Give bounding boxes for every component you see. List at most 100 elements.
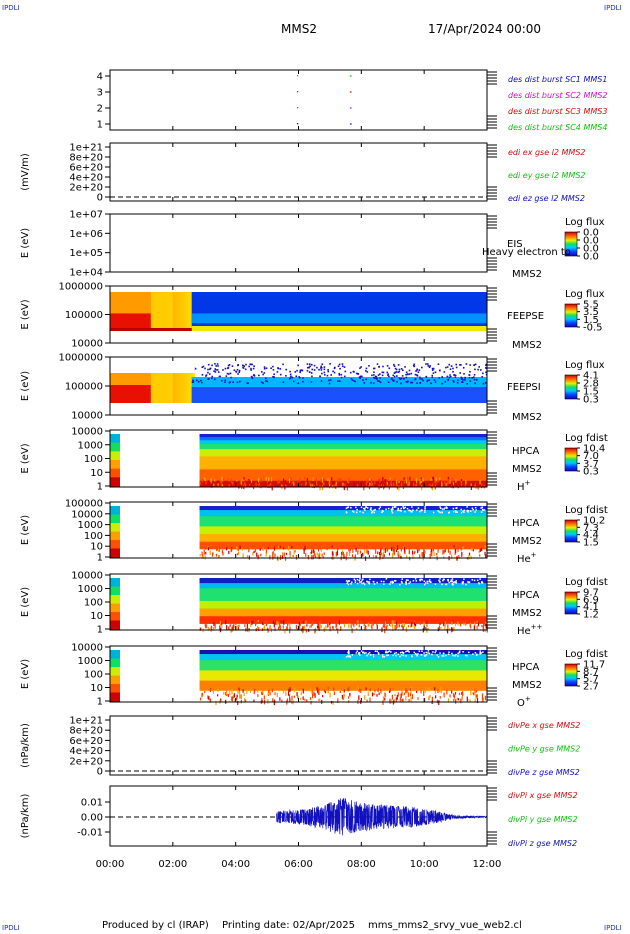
feepsi-speckle [386, 365, 389, 367]
hpca_h-noise-speck [284, 479, 286, 483]
hpca_o-noise-speck [238, 687, 240, 691]
time-axis-label-1200: 12:00 [473, 859, 502, 870]
hpca_h-noise-speck [316, 481, 318, 486]
hpca_h-noise-speck [432, 483, 434, 488]
hpca_o-top-speck [416, 655, 418, 657]
hpca_h-noise-speck [437, 480, 439, 483]
hpca_h-calibration-cell [110, 442, 120, 452]
hpca_he-noise-speck [461, 551, 463, 557]
hpca_hepp-noise-speck [266, 620, 268, 625]
feepsi-speckle [354, 380, 356, 383]
feepsi-speckle [399, 378, 401, 381]
hpca_he-top-speck [360, 506, 363, 509]
hpca_hepp-noise-speck [413, 624, 415, 629]
hpca_hepp-noise-speck [481, 624, 483, 628]
hpca_he-noise-speck [351, 554, 354, 558]
feepsi-speckle [349, 371, 352, 374]
hpca_o-top-speck [355, 652, 358, 654]
hpca_he-top-speck [381, 509, 384, 512]
hpca_o-noise-speck [313, 691, 315, 696]
hpca_o-noise-speck [246, 689, 248, 694]
hpca_he-colorbar-tick-label: 7.3 [583, 523, 599, 534]
divpe-y-tick-label: 0 [97, 767, 103, 778]
hpca_o-noise-speck [217, 694, 219, 697]
hpca_hepp-top-speck [428, 580, 430, 583]
hpca_h-noise-speck [420, 477, 422, 480]
hpca_h-noise-speck [335, 481, 337, 486]
feepse-colorbar-tick-label: 3.5 [583, 307, 599, 318]
feepsi-speckle [447, 379, 449, 381]
feepsi-speckle [395, 371, 398, 373]
hpca_o-noise-speck [263, 695, 265, 700]
hpca_hepp-top-speck [366, 580, 369, 583]
hpca_hepp-noise-speck [320, 620, 322, 623]
hpca_he-top-speck [452, 507, 455, 510]
hpca_h-noise-speck [231, 484, 233, 488]
feepsi-colorbar-title: Log flux [565, 360, 605, 371]
hpca_h-noise-speck [337, 478, 339, 483]
hpca_hepp-top-speck [368, 581, 371, 583]
hpca_hepp-noise-speck [352, 623, 354, 626]
hpca_he-noise-speck [216, 546, 218, 551]
hpca_h-noise-speck [395, 483, 397, 488]
hpca_o-top-speck [387, 654, 389, 656]
hpca_h-noise-speck [460, 480, 463, 486]
hpca_hepp-colorbar-tick-label: 6.9 [583, 595, 599, 606]
hpca_h-noise-speck [447, 478, 449, 484]
hpca_he-top-speck [352, 511, 355, 513]
hpca_hepp-noise-speck [286, 626, 288, 631]
hpca_o-calibration-cell [110, 667, 120, 676]
des-y-tick-label: 2 [97, 104, 103, 115]
hpca_h-noise-speck [297, 479, 299, 483]
hpca_o-noise-speck [380, 689, 382, 694]
hpca_he-top-speck [402, 506, 404, 508]
hpca_o-top-speck [434, 651, 436, 654]
hpca_hepp-noise-speck [413, 622, 415, 626]
feepsi-speckle [437, 363, 440, 366]
feepsi-speckle [446, 376, 449, 378]
eis-y-tick-label: 1e+06 [69, 229, 103, 240]
feepsi-early-gap [110, 363, 195, 373]
hpca_o-noise-speck [318, 688, 320, 694]
hpca_he-noise-speck [357, 550, 359, 553]
hpca_o-top-speck [468, 651, 470, 654]
hpca_h-noise-speck [265, 476, 267, 481]
hpca_hepp-top-speck [414, 578, 417, 580]
feepsi-speckle [469, 364, 471, 366]
hpca_o-noise-speck [253, 688, 256, 693]
hpca_hepp-noise-speck [358, 624, 360, 628]
feepsi-speckle [343, 375, 346, 378]
hpca_hepp-top-speck [392, 581, 394, 584]
hpca_hepp-noise-speck [463, 623, 465, 626]
hpca_o-noise-speck [239, 691, 241, 696]
hpca_hepp-top-speck [451, 582, 454, 585]
hpca_h-noise-speck [342, 482, 344, 486]
hpca_o-noise-speck [261, 699, 263, 703]
feepsi-speckle [252, 367, 255, 370]
feepsi-speckle [263, 366, 266, 368]
hpca_o-top-speck [428, 652, 431, 655]
hpca_hepp-noise-speck [465, 620, 467, 625]
hpca_h-noise-speck [422, 477, 424, 481]
hpca_he-top-speck [441, 511, 443, 514]
hpca_he-noise-speck [457, 547, 459, 552]
feepsi-speckle [328, 382, 331, 385]
hpca_o-top-speck [476, 653, 478, 656]
feepsi-speckle [202, 365, 205, 368]
hpca_h-noise-speck [418, 481, 420, 486]
hpca_o-noise-speck [373, 693, 375, 696]
hpca_h-energy-band [199, 456, 487, 470]
hpca_he-noise-speck [386, 546, 388, 552]
feepsi-speckle [238, 371, 241, 374]
hpca_o-noise-speck [293, 695, 295, 698]
feepsi-speckle [394, 371, 397, 374]
feepsi-speckle [321, 372, 323, 375]
hpca_he-top-speck [366, 507, 369, 509]
hpca_he-noise-speck [392, 551, 394, 556]
feepsi-speckle [419, 376, 421, 379]
hpca_o-noise-speck [332, 700, 334, 705]
hpca_hepp-noise-speck [415, 623, 417, 627]
hpca_o-top-speck [357, 652, 360, 654]
feepsi-speckle [300, 369, 303, 371]
feepsi-speckle [460, 376, 463, 379]
